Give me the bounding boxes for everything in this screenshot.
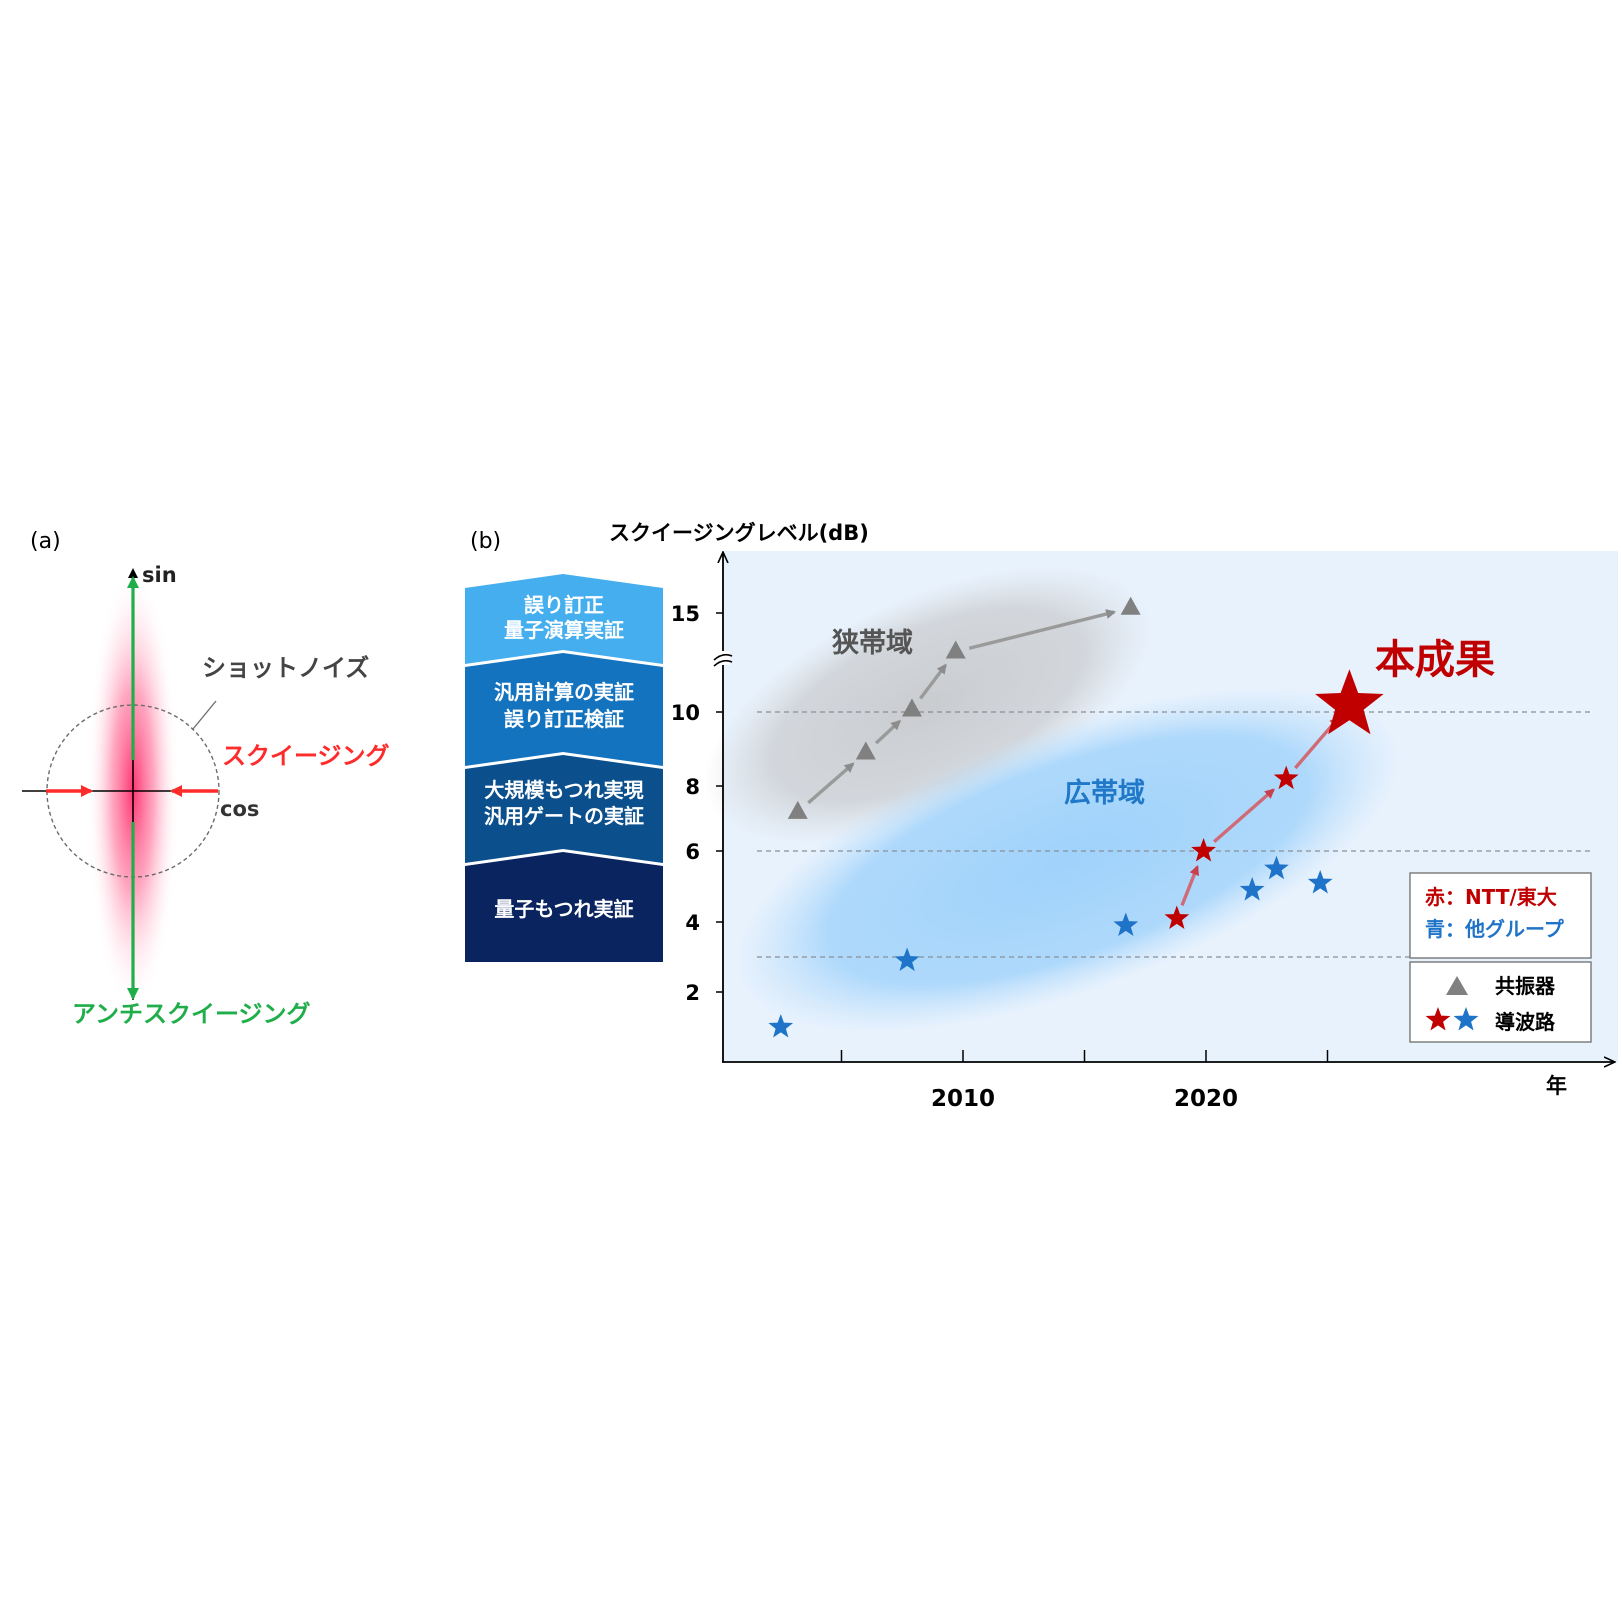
- ntt-star-point: [1164, 905, 1190, 929]
- legend-triangle-icon: [1446, 976, 1468, 995]
- resonator-trend-arrow-1: [874, 719, 901, 745]
- panel-a: (a) sin cos ショットノイズ スクイージング アンチスクイージング: [22, 529, 390, 1028]
- resonator-trend-arrow-3: [968, 609, 1117, 650]
- axis-ticks: 2 4 6 8 10 15 2010 2020: [671, 602, 1329, 1112]
- ntt-trend-arrow-0: [1180, 864, 1200, 907]
- legend-color: 赤：NTT/東大 青：他グループ: [1409, 872, 1592, 959]
- narrow-band-label: 狭帯域: [831, 627, 913, 659]
- milestone-ladder: 誤り訂正 量子演算実証 汎用計算の実証 誤り訂正検証 大規模もつれ実現 汎用ゲー…: [465, 574, 663, 962]
- y-tick-label-15: 15: [671, 602, 700, 626]
- other-group-star-point: [1264, 855, 1289, 880]
- x-tick-label-2010: 2010: [931, 1086, 995, 1112]
- legend-blue-star-icon: [1453, 1007, 1479, 1031]
- resonator-trend-arrow-0: [807, 762, 855, 805]
- y-axis-label: スクイージングレベル(dB): [609, 521, 869, 545]
- other-group-star-point: [1113, 912, 1139, 936]
- highlight-star-point: [1315, 669, 1384, 735]
- shot-noise-leader: [192, 700, 217, 730]
- x-axis-label: 年: [1546, 1074, 1567, 1098]
- legend-blue-text: 青：他グループ: [1425, 917, 1565, 941]
- x-tick-label-2020: 2020: [1174, 1086, 1238, 1112]
- ladder-step-large-scale-entanglement: [465, 755, 663, 863]
- other-group-star-point: [894, 947, 920, 971]
- y-tick-label-8: 8: [685, 775, 700, 799]
- narrow-band-region: [704, 566, 1152, 844]
- resonator-triangle-point: [787, 800, 808, 819]
- y-axis-break: [713, 651, 733, 667]
- y-tick-label-6: 6: [685, 840, 700, 864]
- ntt-trend-arrow-1: [1212, 788, 1275, 844]
- panel-b-label: (b): [470, 529, 501, 554]
- ladder-1-line2: 誤り訂正検証: [504, 707, 624, 731]
- panel-b: (b) 誤り訂正 量子演算実証 汎用計算の実証 誤り訂正検証 大規模もつれ実現 …: [465, 521, 1618, 1112]
- ladder-3-line1: 量子もつれ実証: [494, 897, 633, 921]
- legend-star-text: 導波路: [1495, 1010, 1556, 1034]
- y-tick-label-2: 2: [685, 981, 700, 1005]
- broad-band-label: 広帯域: [1064, 777, 1145, 809]
- data-marks: [768, 596, 1384, 1038]
- ladder-step-error-corrected-ops: [465, 574, 663, 664]
- resonator-trend-arrow-2: [919, 663, 947, 700]
- resonator-triangle-point: [855, 741, 876, 760]
- y-tick-label-4: 4: [685, 911, 700, 935]
- ladder-2-line2: 汎用ゲートの実証: [484, 804, 644, 828]
- shot-noise-label: ショットノイズ: [202, 654, 369, 682]
- legend-triangle-text: 共振器: [1495, 974, 1556, 998]
- sin-label: sin: [142, 563, 177, 587]
- legend-red-star-icon: [1425, 1007, 1451, 1031]
- other-group-star-point: [768, 1014, 794, 1038]
- y-tick-label-10: 10: [671, 701, 700, 725]
- other-group-star-point: [1239, 877, 1265, 901]
- cos-label: cos: [220, 797, 259, 821]
- highlight-label: 本成果: [1375, 637, 1495, 683]
- legend-red-text: 赤：NTT/東大: [1425, 885, 1557, 909]
- anti-squeezing-label: アンチスクイージング: [72, 1000, 311, 1028]
- squeezing-label: スクイージング: [222, 742, 390, 770]
- legend-marker: 共振器 導波路: [1409, 961, 1592, 1043]
- ladder-1-line1: 汎用計算の実証: [494, 680, 634, 704]
- resonator-triangle-point: [1120, 596, 1141, 615]
- broad-band-region: [734, 687, 1402, 1033]
- ladder-2-line1: 大規模もつれ実現: [484, 778, 643, 802]
- resonator-triangle-point: [945, 640, 966, 659]
- panel-a-label: (a): [30, 529, 61, 554]
- other-group-star-point: [1307, 870, 1333, 894]
- resonator-triangle-point: [901, 698, 922, 717]
- ladder-step-entanglement: [465, 852, 663, 962]
- ntt-star-point: [1273, 765, 1299, 790]
- ladder-step-universal-computing: [465, 653, 663, 766]
- ladder-0-line2: 量子演算実証: [504, 618, 624, 642]
- ladder-0-line1: 誤り訂正: [524, 593, 604, 617]
- ntt-star-point: [1191, 838, 1216, 862]
